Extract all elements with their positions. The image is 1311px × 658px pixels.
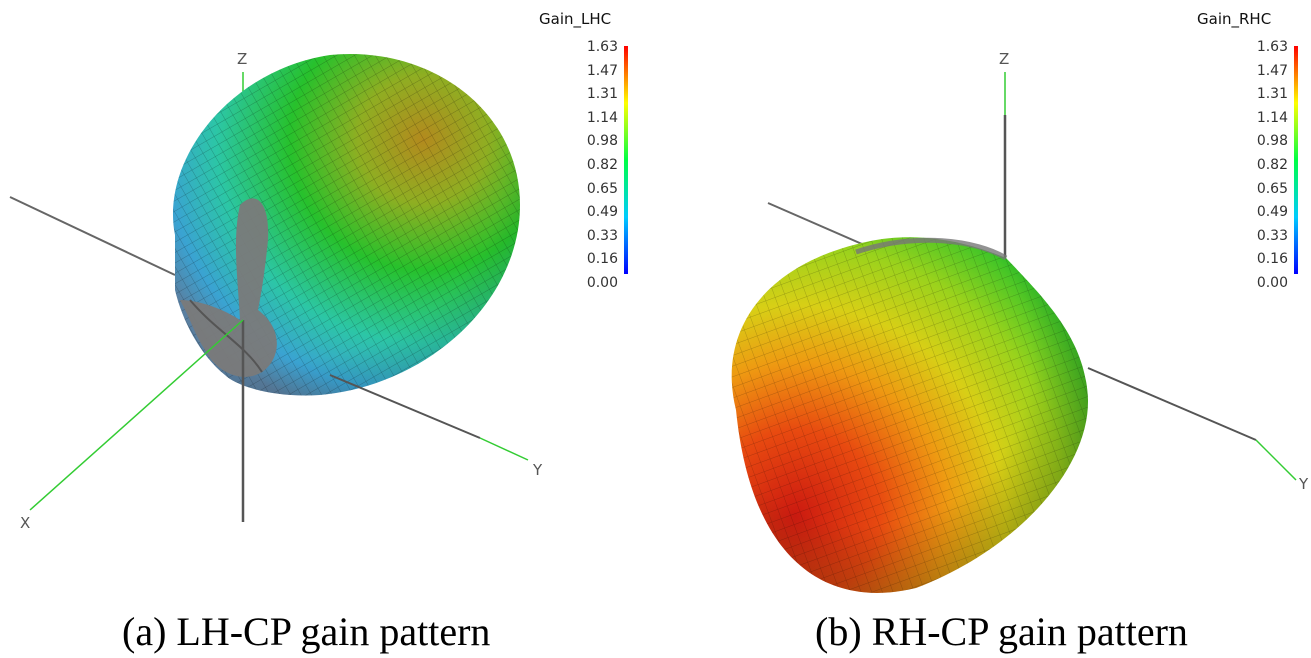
rhcp-3d-pattern-svg: [731, 72, 1297, 593]
colorbar-tick-label: 0.65: [1256, 180, 1288, 197]
caption-a: (a) LH-CP gain pattern: [122, 609, 491, 654]
colorbar-tick-label: 0.98: [1256, 133, 1288, 150]
z-axis-label: Z: [999, 50, 1010, 68]
colorbar-tick-label: 1.63: [586, 39, 618, 55]
colorbar-title: Gain_RHC: [1197, 10, 1272, 28]
colorbar-tick-label: 1.14: [586, 109, 618, 126]
colorbar-title: Gain_LHC: [539, 10, 612, 28]
y-axis-green-line: [479, 437, 529, 461]
colorbar-tick-label: 1.31: [1256, 86, 1288, 103]
x-axis-line: [29, 319, 244, 511]
colorbar-gradient: [1294, 46, 1298, 274]
rhcp-lobe-surface: [731, 237, 1089, 593]
colorbar-tick-label: 0.65: [586, 180, 618, 197]
y-axis-green-line: [1255, 439, 1297, 481]
colorbar-tick-label: 0.16: [1256, 251, 1288, 268]
colorbar-tick-label: 1.63: [1256, 39, 1288, 55]
y-axis-front-line: [1087, 367, 1257, 441]
colorbar-tick-label: 0.00: [586, 275, 618, 291]
colorbar-tick-label: 0.16: [586, 251, 618, 268]
colorbar-tick-label: 0.82: [1256, 157, 1288, 173]
caption-b: (b) RH-CP gain pattern: [815, 609, 1188, 654]
z-axis-label: Z: [237, 50, 248, 68]
lhcp-gain-plot: Z Y X Gain_LHC 1.63 1.47 1.31 1.14 0.98 0.82 0…: [0, 0, 655, 600]
y-axis-front-line: [329, 374, 481, 439]
y-axis-label: Y: [1299, 475, 1309, 493]
lhcp-lobe-surface: [172, 53, 520, 396]
colorbar-tick-label: 0.33: [586, 227, 618, 244]
colorbar-tick-label: 0.33: [1256, 227, 1288, 244]
lhcp-3d-pattern-svg: [9, 53, 529, 522]
colorbar-tick-label: 1.14: [1256, 109, 1288, 126]
colorbar-gradient: [624, 46, 628, 274]
colorbar-tick-label: 1.31: [586, 86, 618, 103]
y-axis-back-line: [9, 196, 176, 276]
colorbar-tick-label: 1.47: [586, 62, 618, 79]
colorbar-tick-label: 0.00: [1256, 275, 1288, 291]
x-axis-label: X: [20, 514, 31, 532]
colorbar-tick-label: 0.98: [586, 133, 618, 150]
rhcp-gain-plot: Z Y Gain_RHC 1.63 1.47 1.31 1.14 0.98 0.82 0.6…: [656, 0, 1311, 600]
y-axis-label: Y: [533, 461, 543, 479]
colorbar-tick-label: 0.82: [586, 157, 618, 173]
colorbar-tick-label: 0.49: [586, 204, 618, 221]
colorbar-tick-label: 1.47: [1256, 62, 1288, 79]
colorbar-tick-label: 0.49: [1256, 204, 1288, 221]
